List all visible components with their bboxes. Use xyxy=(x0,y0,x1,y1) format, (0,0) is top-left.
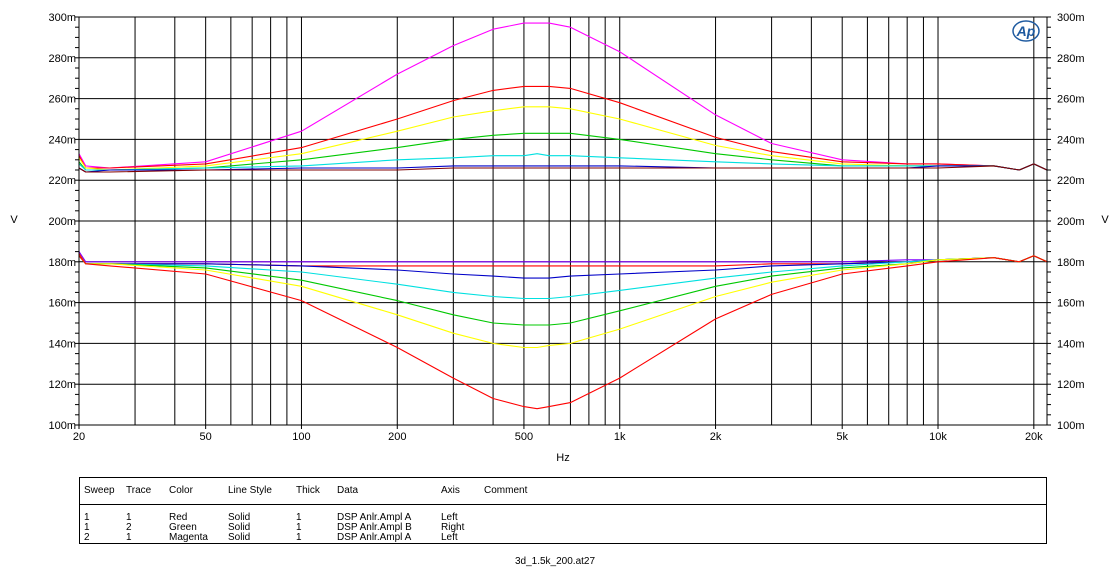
legend-cell: Left xyxy=(441,512,458,523)
y-tick-label-right: 200m xyxy=(1057,216,1085,228)
series-line xyxy=(78,85,1048,171)
legend-cell: 1 xyxy=(126,512,132,523)
legend-cell: Solid xyxy=(228,512,251,523)
y-tick-label-left: 100m xyxy=(48,420,76,432)
legend-cell: 2 xyxy=(126,522,132,533)
x-tick-label: 20k xyxy=(1025,431,1043,443)
legend-header-cell: Comment xyxy=(480,477,1047,505)
y-tick-label-right: 140m xyxy=(1057,338,1085,350)
x-tick-label: 20 xyxy=(73,431,85,443)
legend-cell: DSP Anlr.Ampl A xyxy=(337,532,412,543)
legend-cell: 1 xyxy=(84,522,90,533)
tick-labels: 100m 100m 120m 120m 140m 140m 160m 160m 180m 180m… xyxy=(48,12,1084,443)
y-tick-label-left: 120m xyxy=(48,379,76,391)
legend-table: Sweep Trace Color Line Style Thick Data … xyxy=(79,477,1047,544)
legend-header-cell: Sweep xyxy=(79,477,122,505)
series-line xyxy=(78,22,1048,171)
y-tick-label-left: 140m xyxy=(48,338,76,350)
y-tick-label-right: 220m xyxy=(1057,175,1085,187)
legend-cell: DSP Anlr.Ampl A xyxy=(337,512,412,523)
legend-header-cell: Axis xyxy=(437,477,480,505)
legend-cell: Solid xyxy=(228,522,251,533)
x-tick-label: 500 xyxy=(515,431,533,443)
y-tick-label-right: 280m xyxy=(1057,53,1085,65)
file-name: 3d_1.5k_200.at27 xyxy=(514,556,596,567)
legend-row: 1 1 Red Solid 1 DSP Anlr.Ampl A Left xyxy=(80,513,1047,523)
legend-header-cell: Thick xyxy=(292,477,333,505)
response-chart: 100m 100m 120m 120m 140m 140m 160m 160m 180m 180m… xyxy=(10,12,1109,464)
x-tick-label: 1k xyxy=(614,431,626,443)
legend-header-cell: Trace xyxy=(122,477,165,505)
y-tick-label-left: 240m xyxy=(48,134,76,146)
x-tick-label: 50 xyxy=(200,431,212,443)
legend-row: 1 2 Green Solid 1 DSP Anlr.Ampl B Right xyxy=(80,523,1047,533)
legend-cell: Green xyxy=(169,522,197,533)
y-axis-label-right: V xyxy=(1101,214,1109,226)
y-tick-label-right: 160m xyxy=(1057,298,1085,310)
ap-logo-ring xyxy=(1012,20,1040,42)
legend-row: 2 1 Magenta Solid 1 DSP Anlr.Ampl A Left xyxy=(80,533,1047,544)
ap-logo-text: Ap xyxy=(1016,23,1036,39)
y-axis-label-left: V xyxy=(10,214,18,226)
x-tick-label: 2k xyxy=(710,431,722,443)
legend-cell: Right xyxy=(441,522,465,533)
y-tick-label-right: 240m xyxy=(1057,134,1085,146)
series-line xyxy=(78,163,1048,173)
legend-cell: 1 xyxy=(296,532,302,543)
x-tick-label: 200 xyxy=(388,431,406,443)
y-tick-label-right: 300m xyxy=(1057,12,1085,24)
legend-cell xyxy=(480,513,1047,523)
y-tick-label-left: 280m xyxy=(48,53,76,65)
legend-header-cell: Line Style xyxy=(224,477,292,505)
y-tick-label-right: 100m xyxy=(1057,420,1085,432)
legend-cell: 1 xyxy=(296,522,302,533)
x-tick-label: 100 xyxy=(292,431,310,443)
legend-cell: Left xyxy=(441,532,458,543)
legend-header-cell: Color xyxy=(165,477,224,505)
legend-spacer-row xyxy=(80,505,1047,514)
legend-cell: Magenta xyxy=(169,532,208,543)
legend-cell: Solid xyxy=(228,532,251,543)
legend-cell: 1 xyxy=(296,512,302,523)
legend-cell: Red xyxy=(169,512,188,523)
series-group xyxy=(78,22,1048,410)
legend-cell xyxy=(480,523,1047,533)
y-tick-label-right: 260m xyxy=(1057,94,1085,106)
y-tick-label-left: 160m xyxy=(48,298,76,310)
y-tick-label-left: 180m xyxy=(48,257,76,269)
y-tick-label-left: 300m xyxy=(48,12,76,24)
grid-lines xyxy=(78,16,1047,426)
y-tick-label-left: 220m xyxy=(48,175,76,187)
legend-header-row: Sweep Trace Color Line Style Thick Data … xyxy=(79,477,1047,505)
series-line xyxy=(78,255,1048,410)
y-tick-label-left: 200m xyxy=(48,216,76,228)
series-line xyxy=(78,132,1048,171)
series-line xyxy=(78,251,1048,263)
x-axis-label: Hz xyxy=(556,452,569,464)
x-tick-label: 10k xyxy=(929,431,947,443)
series-line xyxy=(78,163,1048,173)
legend-cell: DSP Anlr.Ampl B xyxy=(337,522,412,533)
x-tick-label: 5k xyxy=(836,431,848,443)
legend-cell xyxy=(480,533,1047,544)
y-tick-label-right: 180m xyxy=(1057,257,1085,269)
series-line xyxy=(78,255,1048,349)
legend-cell: 1 xyxy=(84,512,90,523)
y-tick-label-left: 260m xyxy=(48,94,76,106)
legend-cell: 2 xyxy=(84,532,90,543)
legend-header-cell: Data xyxy=(333,477,437,505)
legend-cell: 1 xyxy=(126,532,132,543)
ap-logo-icon: Ap xyxy=(1012,20,1040,42)
y-tick-label-right: 120m xyxy=(1057,379,1085,391)
